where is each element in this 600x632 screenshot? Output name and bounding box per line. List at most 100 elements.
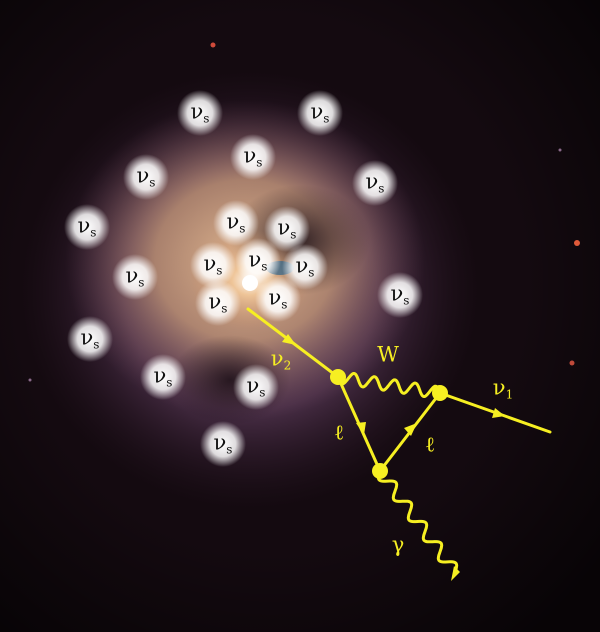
sterile-neutrino-label: νs [203, 251, 223, 278]
sterile-neutrino-label: νs [277, 215, 297, 242]
nu-subscript: s [256, 155, 263, 170]
sterile-neutrino-label: νs [365, 169, 385, 196]
nu-subscript: s [226, 442, 233, 457]
nu-subscript: 1 [505, 387, 514, 402]
nu-subscript: s [221, 301, 228, 316]
nu-symbol: ν [77, 213, 91, 238]
sterile-neutrino-label: νs [213, 430, 233, 457]
outgoing-neutrino-label: ν1 [492, 375, 514, 402]
nu-subscript: s [203, 111, 210, 126]
photon-arrow [451, 566, 460, 581]
nu-subscript: s [281, 297, 288, 312]
nu-symbol: ν [268, 285, 282, 310]
sterile-neutrino-label: νs [190, 99, 210, 126]
nu-subscript: s [90, 225, 97, 240]
nu-subscript: s [166, 375, 173, 390]
nu-symbol: ν [243, 143, 257, 168]
nu-symbol: ν [136, 163, 150, 188]
nu-subscript: s [216, 263, 223, 278]
sterile-neutrino-label: νs [153, 363, 173, 390]
w-boson-line [336, 372, 442, 398]
nu-symbol: ν [365, 169, 379, 194]
label-glow [64, 204, 110, 250]
sterile-neutrino-label: νs [136, 163, 156, 190]
label-glows [64, 90, 423, 467]
nu-symbol: ν [226, 209, 240, 234]
nu-subscript: s [261, 259, 268, 274]
nu-subscript: s [308, 265, 315, 280]
nu-symbol: ν [80, 325, 94, 350]
label-glow [190, 242, 236, 288]
label-glow [67, 316, 113, 362]
nu-symbol: ν [208, 289, 222, 314]
nu-subscript: s [290, 227, 297, 242]
label-glow [235, 238, 281, 284]
lepton-right-arrow [404, 423, 417, 436]
lepton-left-arrow [356, 422, 366, 435]
sterile-neutrino-label: νs [295, 253, 315, 280]
nu-symbol: ν [310, 99, 324, 124]
nu-subscript: s [323, 111, 330, 126]
nu-symbol: ν [277, 215, 291, 240]
label-glow [297, 90, 343, 136]
nu-symbol: ν [190, 99, 204, 124]
nu-symbol: ν [203, 251, 217, 276]
label-glow [123, 154, 169, 200]
nu-subscript: s [259, 385, 266, 400]
sterile-neutrino-label: νs [268, 285, 288, 312]
lepton-left-label: ℓ [333, 420, 345, 445]
photon-line [376, 469, 459, 574]
nu-symbol: ν [125, 263, 139, 288]
outgoing-neutrino-arrow [492, 408, 505, 418]
label-glow [200, 421, 246, 467]
nu-symbol: ν [153, 363, 167, 388]
label-glow [112, 254, 158, 300]
incoming-neutrino-label: ν2 [270, 346, 292, 373]
nu-symbol: ν [295, 253, 309, 278]
vertex-right [432, 385, 448, 401]
nu-subscript: s [378, 181, 385, 196]
sterile-neutrino-label: νs [125, 263, 145, 290]
label-glow [282, 244, 328, 290]
sterile-neutrino-label: νs [208, 289, 228, 316]
nu-symbol: ν [390, 281, 404, 306]
lepton-right-label: ℓ [424, 432, 436, 457]
incoming-neutrino-arrow [282, 334, 296, 345]
label-glow [264, 206, 310, 252]
nu-subscript: s [403, 293, 410, 308]
nu-subscript: s [239, 221, 246, 236]
label-glow [230, 134, 276, 180]
nu-symbol: ν [248, 247, 262, 272]
photon-label: γ [391, 532, 405, 557]
sterile-neutrino-label: νs [80, 325, 100, 352]
nu-subscript: 2 [283, 358, 292, 373]
sterile-neutrino-label: νs [246, 373, 266, 400]
sterile-neutrino-label: νs [310, 99, 330, 126]
sterile-neutrino-label: νs [226, 209, 246, 236]
label-glow [255, 276, 301, 322]
nu-symbol: ν [213, 430, 227, 455]
vertex-left [330, 369, 346, 385]
vertex-bottom [372, 463, 388, 479]
nu-symbol: ν [492, 375, 506, 400]
sterile-neutrino-label: νs [248, 247, 268, 274]
sterile-neutrino-label: νs [390, 281, 410, 308]
nu-symbol: ν [270, 346, 284, 371]
sterile-neutrino-label: νs [243, 143, 263, 170]
nu-subscript: s [138, 275, 145, 290]
label-glow [377, 272, 423, 318]
label-glow [177, 90, 223, 136]
nu-subscript: s [149, 175, 156, 190]
w-boson-label: W [377, 342, 399, 367]
label-glow [195, 280, 241, 326]
sterile-neutrino-label: νs [77, 213, 97, 240]
label-glow [233, 364, 279, 410]
nu-symbol: ν [246, 373, 260, 398]
label-glow [352, 160, 398, 206]
nu-subscript: s [93, 337, 100, 352]
label-glow [140, 354, 186, 400]
label-glow [213, 200, 259, 246]
